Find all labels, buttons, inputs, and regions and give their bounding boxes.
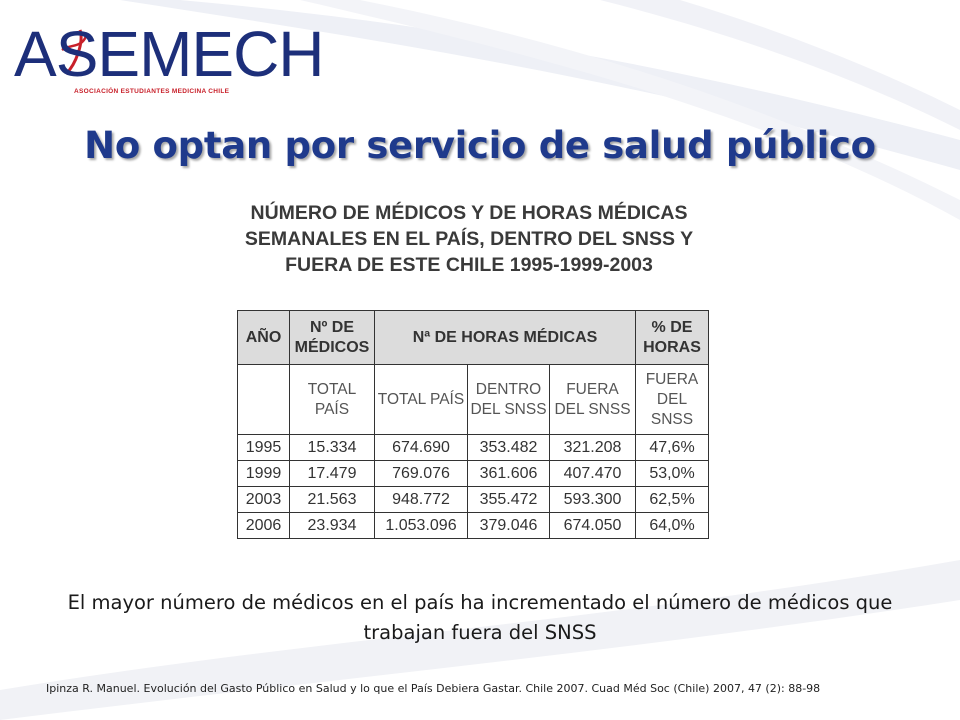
source-citation: Ipinza R. Manuel. Evolución del Gasto Pú…	[46, 682, 821, 695]
doctors-hours-table: AÑO Nº DE MÉDICOS Nª DE HORAS MÉDICAS % …	[237, 310, 709, 539]
cell-medicos: 17.479	[289, 460, 375, 487]
subheader-fuera: FUERA DEL SNSS	[549, 364, 636, 435]
cell-total: 1.053.096	[374, 512, 468, 539]
table-row: 1995 15.334 674.690 353.482 321.208 47,6…	[237, 434, 709, 461]
slide-title: No optan por servicio de salud público	[84, 124, 876, 167]
table-row: 1999 17.479 769.076 361.606 407.470 53,0…	[237, 460, 709, 487]
slide-caption: El mayor número de médicos en el país ha…	[67, 591, 893, 644]
logo-subtitle: ASOCIACIÓN ESTUDIANTES MEDICINA CHILE	[74, 88, 230, 95]
cell-total: 948.772	[374, 486, 468, 513]
cell-year: 2006	[237, 512, 290, 539]
cell-year: 1995	[237, 434, 290, 461]
table-header-row: AÑO Nº DE MÉDICOS Nª DE HORAS MÉDICAS % …	[237, 310, 709, 365]
cell-dentro: 361.606	[467, 460, 550, 487]
cell-total: 674.690	[374, 434, 468, 461]
cell-year: 2003	[237, 486, 290, 513]
cell-medicos: 23.934	[289, 512, 375, 539]
cell-pct: 53,0%	[635, 460, 709, 487]
subheader-fuera-pct: FUERA DEL SNSS	[635, 364, 709, 435]
table-title-line: FUERA DE ESTE CHILE 1995-1999-2003	[285, 254, 653, 276]
table-title-line: SEMANALES EN EL PAÍS, DENTRO DEL SNSS Y	[244, 228, 694, 250]
header-doctors: Nº DE MÉDICOS	[289, 310, 375, 365]
subheader-dentro: DENTRO DEL SNSS	[467, 364, 550, 435]
logo-wordmark: ASEMECH	[14, 18, 324, 90]
cell-year: 1999	[237, 460, 290, 487]
subheader-total-pais-hours: TOTAL PAÍS	[374, 364, 468, 435]
cell-total: 769.076	[374, 460, 468, 487]
cell-medicos: 15.334	[289, 434, 375, 461]
table-title-line: NÚMERO DE MÉDICOS Y DE HORAS MÉDICAS	[250, 202, 688, 224]
table-row: 2003 21.563 948.772 355.472 593.300 62,5…	[237, 486, 709, 513]
cell-fuera: 593.300	[549, 486, 636, 513]
cell-dentro: 379.046	[467, 512, 550, 539]
cell-pct: 47,6%	[635, 434, 709, 461]
table-row: 2006 23.934 1.053.096 379.046 674.050 64…	[237, 512, 709, 539]
cell-medicos: 21.563	[289, 486, 375, 513]
cell-dentro: 353.482	[467, 434, 550, 461]
cell-pct: 64,0%	[635, 512, 709, 539]
header-year: AÑO	[237, 310, 290, 365]
table-subheader-row: TOTAL PAÍS TOTAL PAÍS DENTRO DEL SNSS FU…	[237, 364, 709, 435]
asemech-logo: ASEMECH ASOCIACIÓN ESTUDIANTES MEDICINA …	[14, 22, 324, 102]
cell-fuera: 321.208	[549, 434, 636, 461]
table-figure: NÚMERO DE MÉDICOS Y DE HORAS MÉDICAS SEM…	[216, 192, 722, 544]
cell-pct: 62,5%	[635, 486, 709, 513]
subheader-empty	[237, 364, 290, 435]
cell-dentro: 355.472	[467, 486, 550, 513]
table-title: NÚMERO DE MÉDICOS Y DE HORAS MÉDICAS SEM…	[216, 200, 722, 278]
cell-fuera: 407.470	[549, 460, 636, 487]
cell-fuera: 674.050	[549, 512, 636, 539]
header-pct: % DE HORAS	[635, 310, 709, 365]
subheader-total-pais: TOTAL PAÍS	[289, 364, 375, 435]
logo-mark	[61, 29, 88, 76]
header-hours: Nª DE HORAS MÉDICAS	[374, 310, 636, 365]
